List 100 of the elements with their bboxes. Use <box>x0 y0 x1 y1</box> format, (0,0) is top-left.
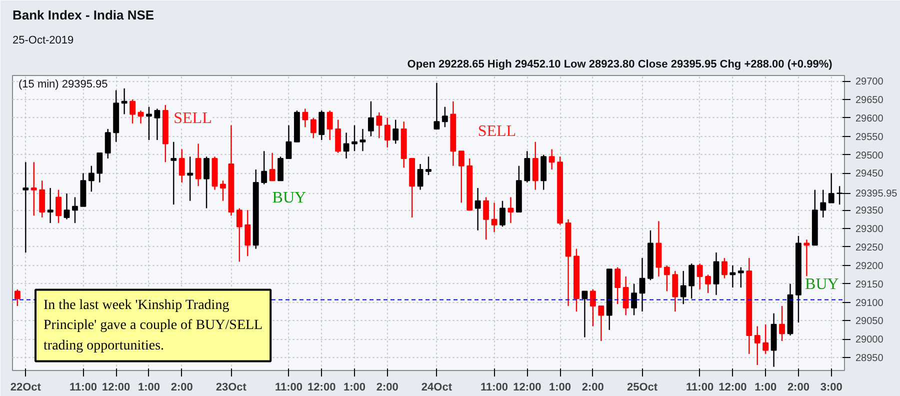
y-tick-label: 29150 <box>856 279 884 290</box>
candlestick <box>696 262 703 290</box>
candlestick <box>72 196 78 224</box>
y-tick-label: 29700 <box>856 76 884 88</box>
candlestick <box>598 305 604 342</box>
candlestick <box>442 106 448 128</box>
candlestick <box>392 119 399 144</box>
y-tick-label: 29050 <box>856 316 884 328</box>
candlestick <box>548 148 555 170</box>
candlestick <box>154 108 160 141</box>
candlestick <box>664 264 670 292</box>
annotation: SELL <box>478 123 516 140</box>
x-tick-label: 2:00 <box>787 382 810 394</box>
candlestick <box>14 288 20 307</box>
candlestick <box>483 196 490 240</box>
candlestick <box>705 274 711 294</box>
candlestick <box>244 209 251 257</box>
candlestick <box>376 112 382 139</box>
candlestick <box>310 117 316 139</box>
candlestick <box>39 180 46 218</box>
candlestick <box>738 266 744 288</box>
candlestick <box>680 270 686 305</box>
candlestick <box>713 252 720 296</box>
annotation: BUY <box>805 276 840 294</box>
candlestick <box>672 270 678 312</box>
x-tick-label: 12:00 <box>718 382 747 394</box>
x-tick-label: 11:00 <box>480 382 508 394</box>
candlestick <box>195 143 202 187</box>
y-tick-label: 29100 <box>856 298 884 309</box>
x-tick-label: 1:00 <box>549 382 572 394</box>
x-tick-label: 2:00 <box>170 382 193 394</box>
candlestick <box>352 124 358 152</box>
annotation: In the last week 'Kinship Trading Principle' gave a couple of BUY/SELL trading opportunities. <box>44 298 263 354</box>
text: Open 29228.65 High 29452.10 Low 28923.80 Close 29395.95 Chg +288.00 (+0.99%) <box>407 58 833 70</box>
candlestick <box>269 152 276 182</box>
x-tick-label: 11:00 <box>686 382 714 394</box>
chart-title: Bank Index - India NSE <box>12 8 154 22</box>
candlestick <box>762 324 769 355</box>
candlestick <box>639 257 646 312</box>
y-tick-label: 29600 <box>856 113 884 124</box>
candlestick <box>508 196 514 224</box>
x-tick-label: 1:00 <box>344 382 366 394</box>
x-tick-label: 1:00 <box>754 382 777 394</box>
x-tick-label: 1:00 <box>138 382 160 394</box>
candlestick <box>47 187 54 224</box>
candlestick <box>779 305 785 342</box>
candlestick <box>286 124 292 160</box>
annotation: SELL <box>174 110 212 128</box>
candlestick <box>326 110 333 141</box>
candlestick <box>30 162 37 216</box>
candlestick <box>730 264 736 288</box>
candlestick <box>318 110 325 141</box>
candlestick <box>474 187 481 231</box>
candlestick <box>540 154 547 190</box>
x-tick-label: 12:00 <box>102 382 130 394</box>
candlestick <box>360 128 366 152</box>
candlestick <box>656 220 662 278</box>
y-tick-label: 29650 <box>856 94 884 106</box>
candlestick <box>261 150 268 185</box>
candlestick <box>614 266 621 305</box>
x-tick-label: 24Oct <box>421 382 452 394</box>
x-tick-label: 2:00 <box>582 382 604 394</box>
candlestick <box>187 156 194 202</box>
candlestick <box>590 288 596 327</box>
candlestick <box>302 108 308 128</box>
chart-subtitle: 25-Oct-2019 <box>12 34 74 46</box>
candlestick <box>335 119 342 154</box>
x-tick-label: 11:00 <box>69 382 97 394</box>
y-tick-label: 29450 <box>856 168 884 180</box>
x-tick-label: 2:00 <box>376 382 398 394</box>
annotation: (15 min) 29395.95 <box>18 78 108 90</box>
x-tick-label: 3:00 <box>820 382 842 394</box>
candlestick <box>130 98 136 124</box>
candlestick <box>532 141 538 190</box>
y-tick-label: 29550 <box>856 132 884 143</box>
y-tick-label: 29300 <box>856 224 884 236</box>
candlestick <box>417 163 424 190</box>
candlestick <box>204 156 210 209</box>
candlestick <box>138 110 144 124</box>
y-tick-label: 29250 <box>856 242 884 254</box>
candlestick <box>458 150 464 204</box>
candlestick <box>278 156 284 182</box>
candlestick <box>631 283 637 316</box>
candlestick <box>343 132 350 160</box>
candlestick <box>500 200 506 228</box>
y-tick-label: 29350 <box>856 206 884 217</box>
candlestick <box>524 150 530 184</box>
x-tick-label: 11:00 <box>274 382 303 394</box>
candlestick <box>22 162 29 254</box>
candlestick <box>236 208 242 262</box>
candlestick <box>491 202 498 233</box>
candlestick <box>754 326 760 366</box>
candlestick <box>820 189 826 218</box>
x-tick-label: 25Oct <box>626 382 658 394</box>
candlestick <box>104 128 111 160</box>
candlestick <box>722 257 728 279</box>
candlestick <box>804 238 810 278</box>
y-tick-label: 29200 <box>856 260 884 272</box>
candlestick <box>426 156 432 176</box>
candlestick <box>368 100 374 137</box>
